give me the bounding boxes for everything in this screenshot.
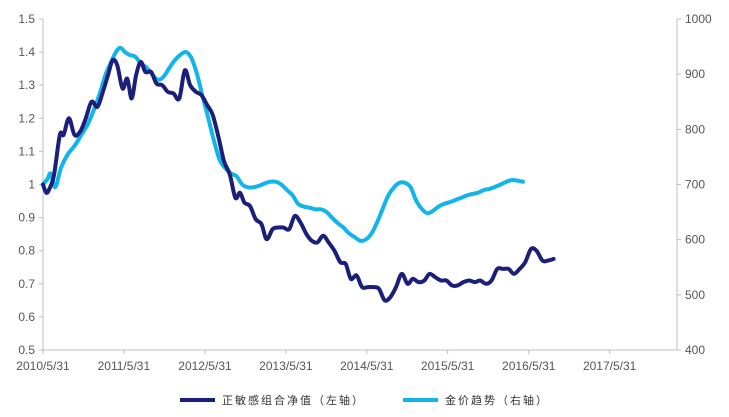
y-right-tick-label: 1000 (685, 12, 712, 26)
y-left-tick-label: 1.1 (18, 144, 35, 158)
legend-item-net-value: 正敏感组合净值（左轴） (180, 393, 365, 407)
series-line-gold-price (41, 45, 525, 243)
y-left-tick-label: 0.9 (18, 211, 35, 225)
series-line-net-value (41, 57, 556, 303)
y-left-tick-label: 1.3 (18, 78, 35, 92)
legend: 正敏感组合净值（左轴） 金价趋势（右轴） (180, 393, 549, 407)
x-tick-label: 2015/5/31 (421, 359, 475, 373)
legend-label-gold-price: 金价趋势（右轴） (445, 393, 549, 407)
x-tick-label: 2010/5/31 (16, 359, 70, 373)
x-tick-label: 2011/5/31 (98, 359, 151, 373)
x-tick-label: 2016/5/31 (502, 359, 556, 373)
y-left-tick-label: 1 (28, 178, 35, 192)
y-left-tick-label: 0.5 (18, 343, 35, 357)
legend-item-gold-price: 金价趋势（右轴） (403, 393, 549, 407)
legend-label-net-value: 正敏感组合净值（左轴） (222, 393, 365, 407)
y-right-tick-label: 700 (685, 178, 705, 192)
y-left-tick-label: 0.6 (18, 310, 35, 324)
x-tick-label: 2017/5/31 (583, 359, 637, 373)
y-right-tick-label: 900 (685, 67, 705, 81)
y-left-tick-label: 1.2 (18, 111, 35, 125)
axis-layer: 0.5 0.6 0.7 0.8 0.9 1 1.1 1.2 1.3 1.4 1.5 400 500 600… (16, 12, 712, 373)
y-right-tick-label: 400 (685, 343, 705, 357)
y-left-tick-label: 0.7 (18, 277, 35, 291)
y-left-tick-label: 1.4 (18, 45, 35, 59)
y-right-tick-label: 600 (685, 233, 705, 247)
x-tick-label: 2012/5/31 (178, 359, 232, 373)
x-tick-label: 2014/5/31 (340, 359, 394, 373)
y-left-tick-label: 0.8 (18, 244, 35, 258)
series-layer (41, 45, 556, 303)
x-tick-label: 2013/5/31 (259, 359, 313, 373)
y-left-tick-label: 1.5 (18, 12, 35, 26)
y-right-tick-label: 800 (685, 122, 705, 136)
y-right-tick-label: 500 (685, 288, 705, 302)
